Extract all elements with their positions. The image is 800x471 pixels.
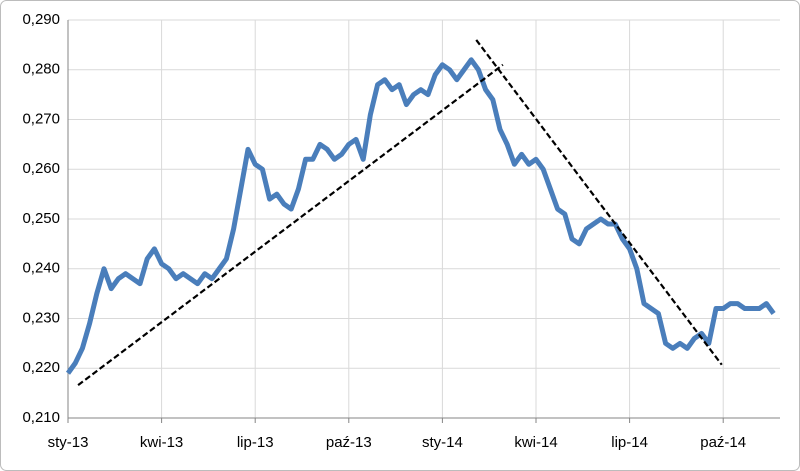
x-tick-label: sty-14 <box>422 434 463 451</box>
y-tick-label: 0,270 <box>22 110 60 127</box>
y-tick-label: 0,290 <box>22 11 60 28</box>
x-tick-label: sty-13 <box>48 434 89 451</box>
y-tick-label: 0,250 <box>22 210 60 227</box>
y-tick-label: 0,260 <box>22 160 60 177</box>
y-tick-label: 0,280 <box>22 61 60 78</box>
x-tick-label: lip-14 <box>611 434 648 451</box>
x-tick-label: lip-13 <box>237 434 274 451</box>
y-tick-label: 0,240 <box>22 260 60 277</box>
y-tick-label: 0,230 <box>22 309 60 326</box>
series-line <box>65 57 776 375</box>
trend-line <box>475 39 723 366</box>
y-tick-label: 0,210 <box>22 409 60 426</box>
y-tick-label: 0,220 <box>22 359 60 376</box>
x-tick-label: paź-14 <box>700 434 746 451</box>
x-tick-label: paź-13 <box>326 434 372 451</box>
trend-line <box>77 63 504 387</box>
x-tick-label: kwi-13 <box>140 434 183 451</box>
x-tick-label: kwi-14 <box>514 434 557 451</box>
